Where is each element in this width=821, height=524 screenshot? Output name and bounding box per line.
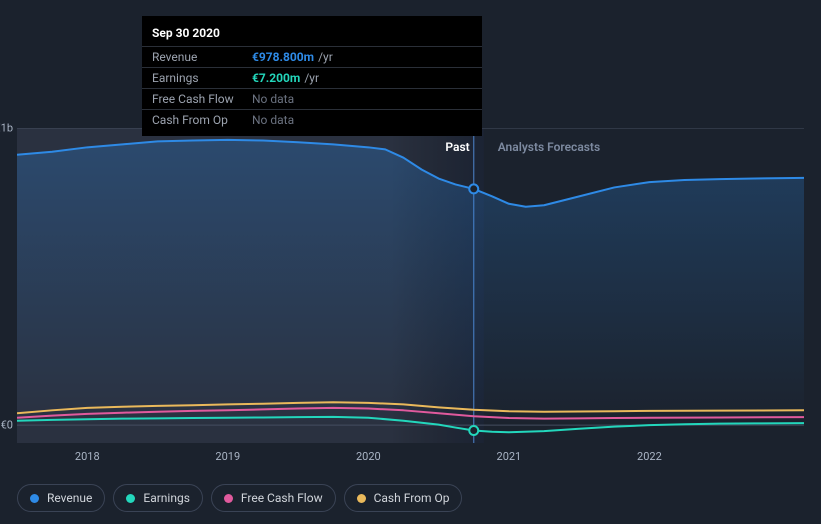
tooltip-row: Earnings€7.200m/yr <box>142 67 482 88</box>
legend-item-earnings[interactable]: Earnings <box>113 484 203 512</box>
legend-label: Cash From Op <box>374 491 450 505</box>
x-tick-label: 2018 <box>75 450 100 463</box>
legend-item-free_cash_flow[interactable]: Free Cash Flow <box>211 484 336 512</box>
tooltip-date: Sep 30 2020 <box>142 22 482 46</box>
tooltip-value: €7.200m <box>252 71 300 85</box>
label-past: Past <box>445 140 469 154</box>
legend-dot-icon <box>224 494 233 503</box>
tooltip-nodata: No data <box>252 92 294 106</box>
legend-item-cash_from_op[interactable]: Cash From Op <box>344 484 463 512</box>
tooltip-row: Cash From OpNo data <box>142 109 482 130</box>
x-tick-label: 2021 <box>497 450 522 463</box>
tooltip-row: Free Cash FlowNo data <box>142 88 482 109</box>
tooltip-row-label: Cash From Op <box>152 113 252 127</box>
chart-svg <box>17 128 804 443</box>
legend-dot-icon <box>126 494 135 503</box>
tooltip-row-label: Revenue <box>152 50 252 64</box>
tooltip-unit: /yr <box>304 71 319 85</box>
legend-label: Free Cash Flow <box>241 491 323 505</box>
tooltip-nodata: No data <box>252 113 294 127</box>
x-tick-label: 2022 <box>637 450 662 463</box>
y-tick-label: €1b <box>0 122 13 135</box>
y-tick-label: €0 <box>1 419 13 432</box>
chart-plot[interactable]: €1b€0 Past Analysts Forecasts <box>17 128 804 443</box>
tooltip-unit: /yr <box>318 50 333 64</box>
tooltip-row-label: Free Cash Flow <box>152 92 252 106</box>
chart-legend: Revenue Earnings Free Cash Flow Cash From O… <box>17 484 462 512</box>
legend-item-revenue[interactable]: Revenue <box>17 484 105 512</box>
tooltip-value: €978.800m <box>252 50 314 64</box>
legend-label: Revenue <box>47 491 92 505</box>
legend-dot-icon <box>30 494 39 503</box>
legend-dot-icon <box>357 494 366 503</box>
legend-label: Earnings <box>143 491 190 505</box>
tooltip-row: Revenue€978.800m/yr <box>142 46 482 67</box>
x-tick-label: 2020 <box>356 450 381 463</box>
tooltip-row-label: Earnings <box>152 71 252 85</box>
x-tick-label: 2019 <box>215 450 240 463</box>
label-forecast: Analysts Forecasts <box>498 140 600 154</box>
x-axis-labels: 2018 2019 2020 2021 2022 <box>50 450 805 470</box>
chart-tooltip: Sep 30 2020 Revenue€978.800m/yrEarnings€… <box>142 16 482 136</box>
